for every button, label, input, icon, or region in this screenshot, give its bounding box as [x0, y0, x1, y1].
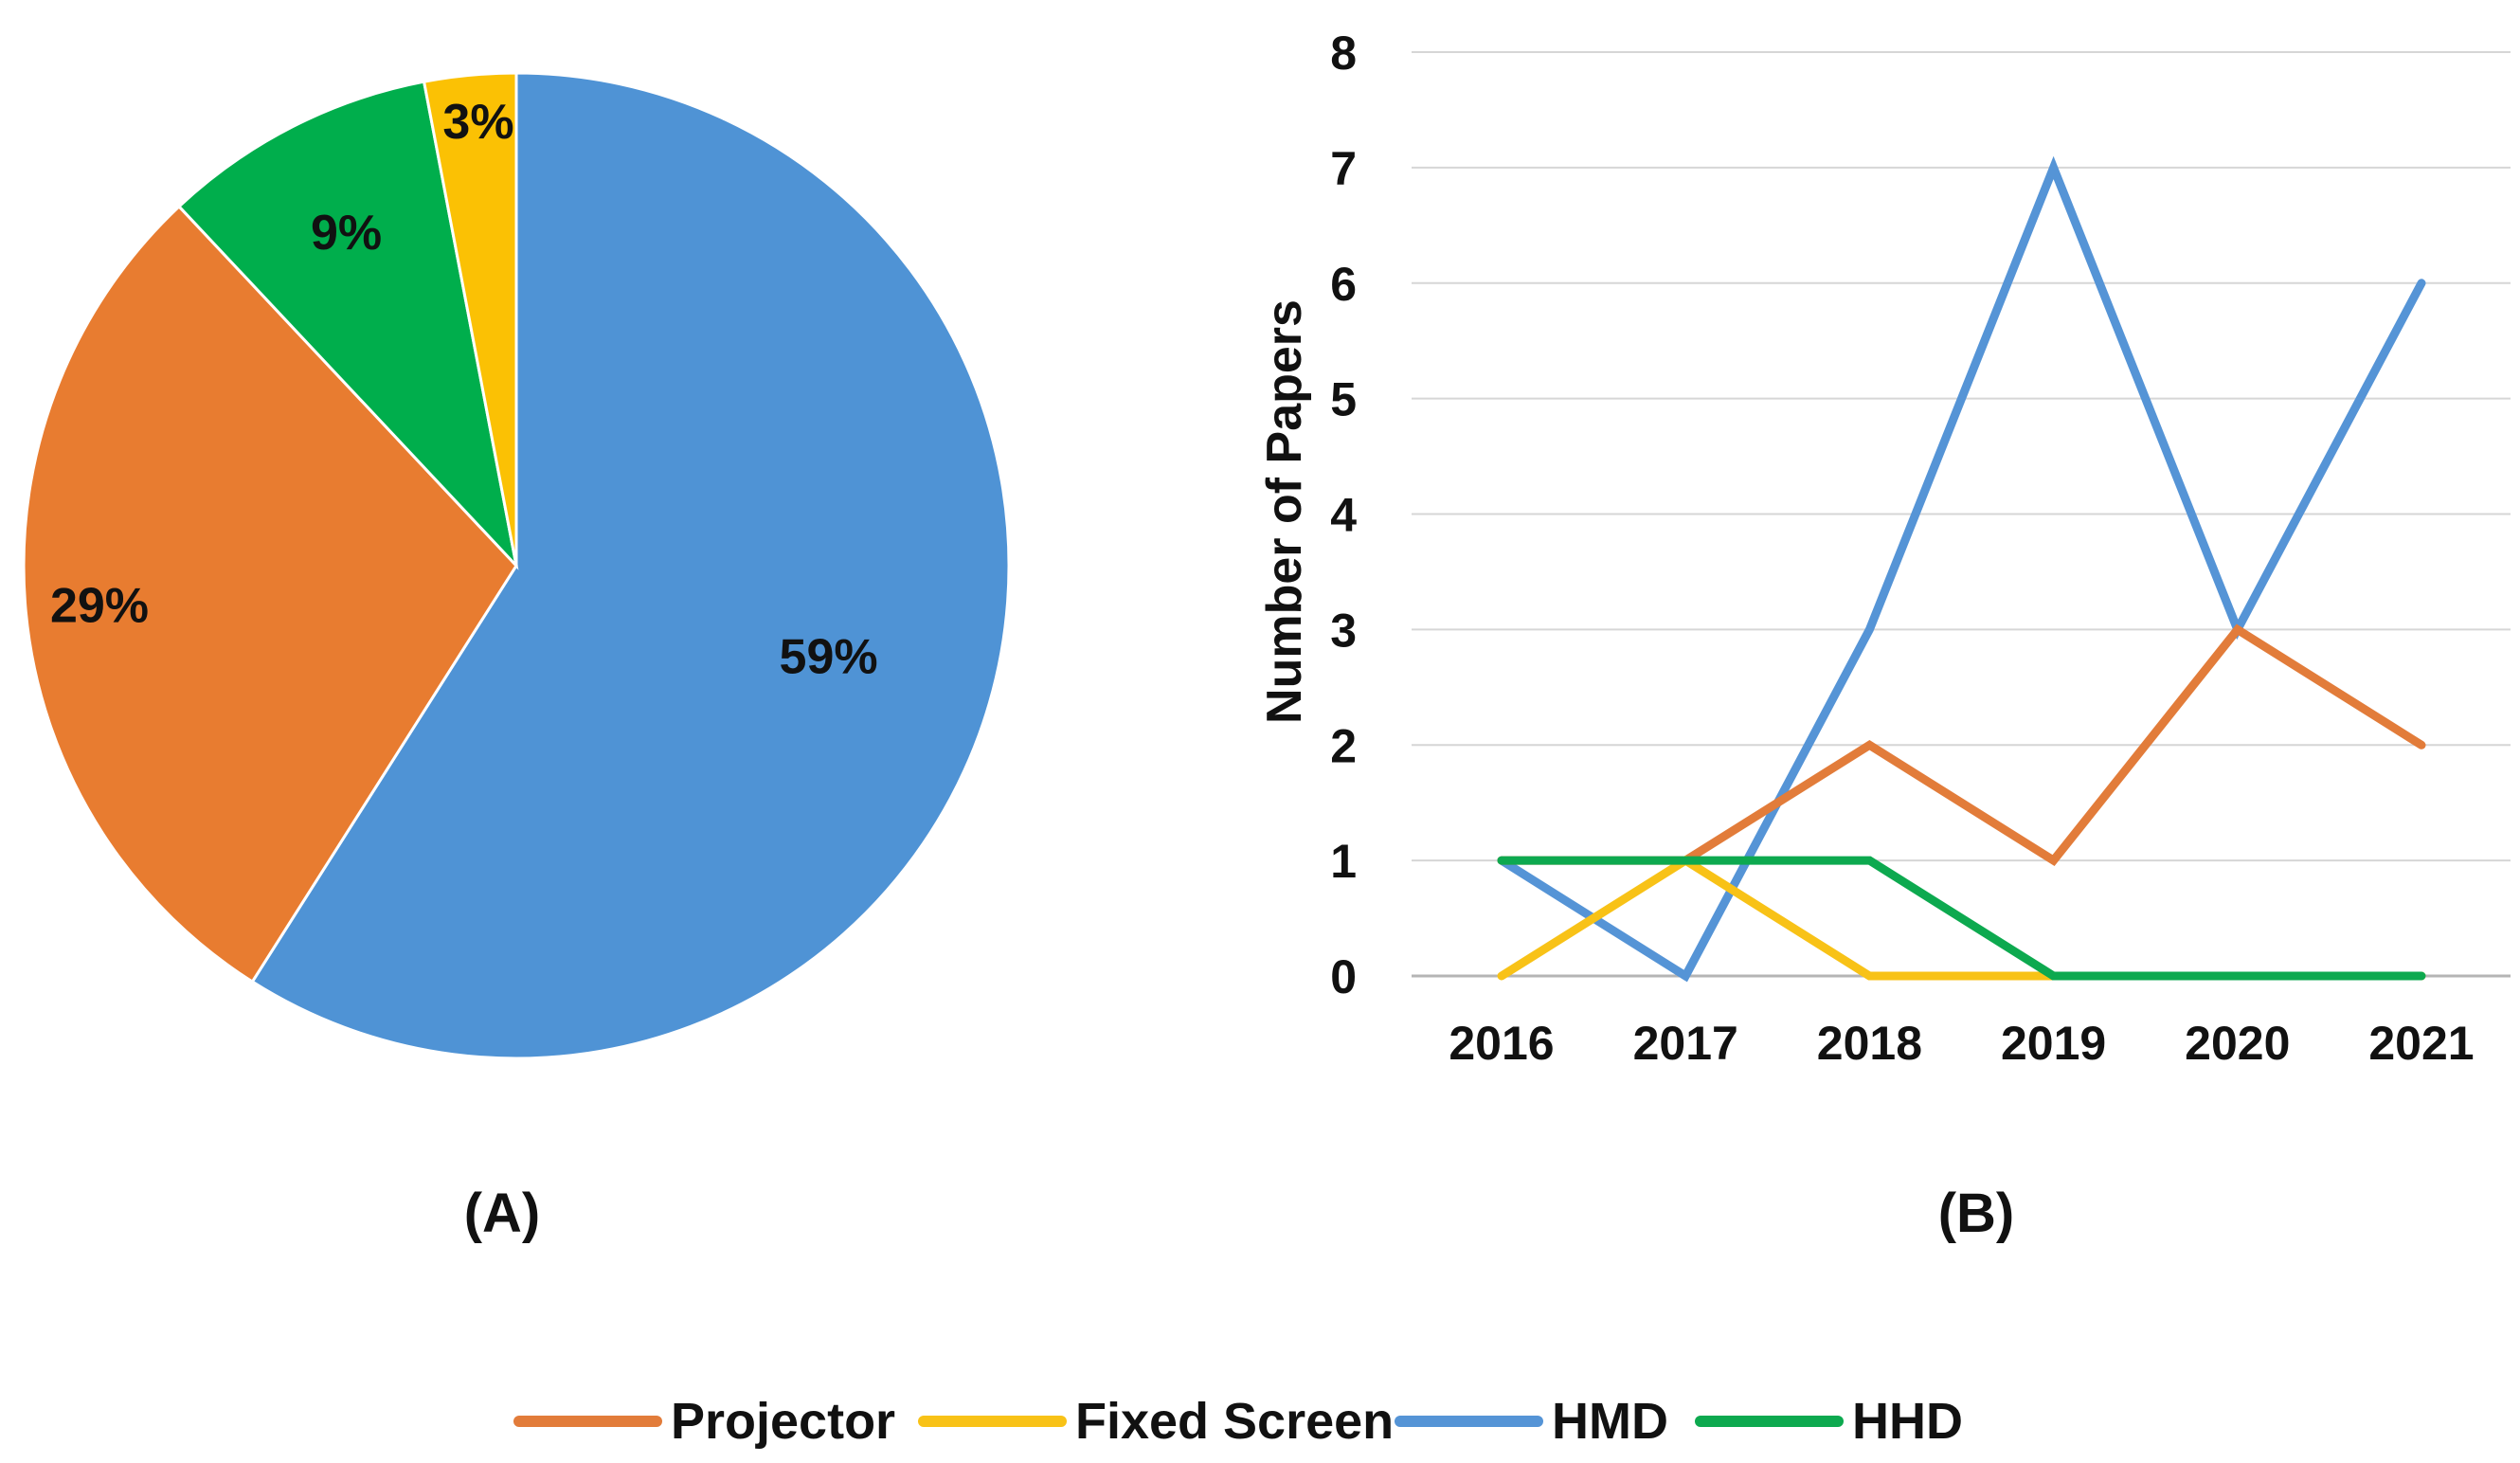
y-tick-label-6: 6 [1330, 258, 1357, 311]
y-axis-label: Number of Papers [1257, 299, 1312, 724]
pie-data-label-projector: 29% [50, 579, 149, 634]
x-tick-label-2017: 2017 [1633, 1017, 1738, 1070]
legend-label-projector: Projector [671, 1393, 895, 1450]
y-tick-label-1: 1 [1330, 835, 1357, 888]
legend-item-hmd: HMD [1395, 1393, 1668, 1450]
y-tick-label-8: 8 [1330, 27, 1357, 80]
legend-label-hmd: HMD [1552, 1393, 1668, 1450]
legend-item-hhd: HHD [1695, 1393, 1963, 1450]
pie-slice-hmd [250, 71, 1011, 1060]
x-tick-label-2019: 2019 [2001, 1017, 2106, 1070]
pie-slice-fixed-screen [422, 71, 518, 567]
x-tick-label-2018: 2018 [1817, 1017, 1922, 1070]
pie-slice-hhd [176, 80, 519, 570]
pie-data-label-hhd: 9% [311, 206, 382, 261]
x-tick-labels: 2016 2017 2018 2019 2020 2021 [1449, 1017, 2474, 1070]
pie-data-label-fixed-screen: 3% [442, 95, 513, 150]
pie-chart: 59% 29% 9% 3% [22, 71, 1011, 1060]
pie-slice-projector [22, 204, 518, 984]
panel-label-a: (A) [464, 1183, 541, 1244]
legend-label-hhd: HHD [1852, 1393, 1963, 1450]
y-tick-label-7: 7 [1330, 142, 1357, 195]
legend-label-fixed-screen: Fixed Screen [1075, 1393, 1394, 1450]
x-tick-label-2016: 2016 [1449, 1017, 1554, 1070]
y-tick-label-2: 2 [1330, 719, 1357, 772]
x-tick-label-2020: 2020 [2185, 1017, 2290, 1070]
y-tick-label-3: 3 [1330, 604, 1357, 657]
line-chart: 0 1 2 3 4 5 6 7 8 2016 2017 2018 2019 2020 2021 Numbe… [1257, 27, 2511, 1070]
y-tick-label-4: 4 [1330, 489, 1357, 542]
x-tick-label-2021: 2021 [2368, 1017, 2474, 1070]
series-line-hhd [1497, 856, 2426, 981]
pie-data-label-hmd: 59% [780, 630, 878, 685]
series-line-hmd [1497, 155, 2426, 983]
legend-item-fixed-screen: Fixed Screen [918, 1393, 1394, 1450]
y-tick-labels: 0 1 2 3 4 5 6 7 8 [1330, 27, 1357, 1003]
series-lines [1497, 155, 2426, 983]
legend: Projector Fixed Screen HMD HHD [513, 1393, 1963, 1450]
y-tick-label-0: 0 [1330, 950, 1357, 1003]
grid-lines [1412, 51, 2511, 978]
legend-item-projector: Projector [513, 1393, 895, 1450]
y-tick-label-5: 5 [1330, 373, 1357, 426]
panel-label-b: (B) [1938, 1183, 2015, 1244]
